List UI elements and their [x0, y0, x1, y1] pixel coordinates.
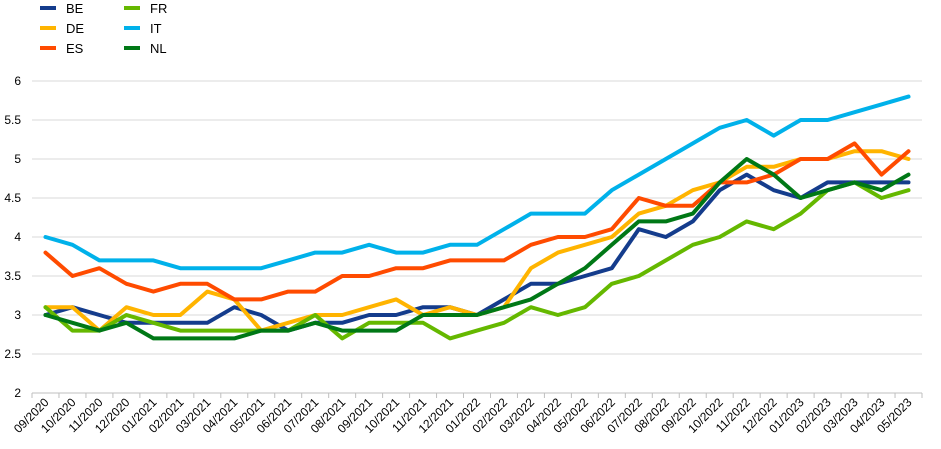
series-lines	[43, 94, 911, 341]
legend-label-nl: NL	[150, 41, 167, 56]
series-line-it	[43, 94, 911, 271]
legend-label-fr: FR	[150, 1, 167, 16]
series-line-nl	[43, 157, 911, 341]
legend-label-de: DE	[66, 21, 84, 36]
y-axis: 2 2.5 3 3.5 4 4.5 5 5.5 6	[4, 74, 21, 400]
x-axis: 09/202010/202011/202012/202001/202102/20…	[11, 392, 923, 436]
y-tick-label: 3	[14, 308, 21, 322]
y-tick-label: 5	[14, 152, 21, 166]
series-line-es	[43, 141, 911, 302]
y-tick-label: 6	[14, 74, 21, 88]
legend-label-es: ES	[66, 41, 84, 56]
legend-label-be: BE	[66, 1, 84, 16]
legend-label-it: IT	[150, 21, 162, 36]
series-line-fr	[43, 180, 911, 341]
y-tick-label: 2.5	[4, 347, 21, 361]
y-tick-label: 2	[14, 386, 21, 400]
y-tick-label: 3.5	[4, 269, 21, 283]
legend: BE DE ES FR IT NL	[40, 1, 167, 56]
y-tick-label: 5.5	[4, 113, 21, 127]
y-tick-label: 4.5	[4, 191, 21, 205]
y-tick-label: 4	[14, 230, 21, 244]
